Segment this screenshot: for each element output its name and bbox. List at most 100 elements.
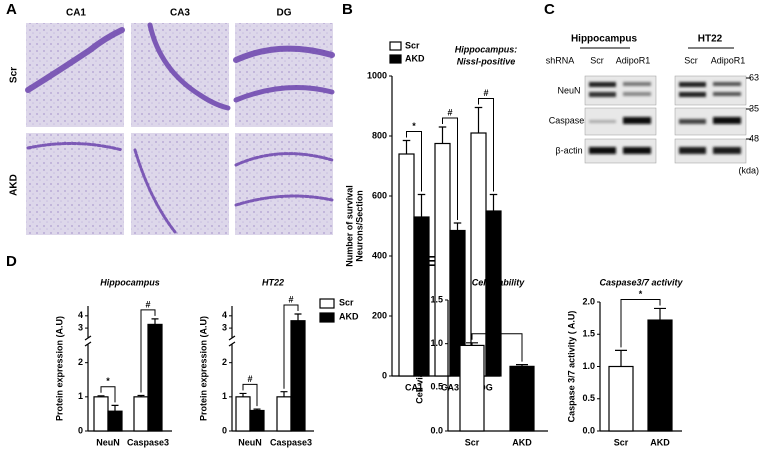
y-tick-label: 800: [372, 130, 387, 140]
bar: [133, 396, 149, 432]
significance-label: *: [106, 376, 110, 386]
x-tick-label: AKD: [650, 437, 670, 447]
bar: [509, 365, 535, 432]
legend-swatch: [319, 298, 335, 309]
significance-bracket: [478, 98, 494, 192]
legend-swatch: [389, 54, 402, 64]
bar: [290, 320, 306, 432]
row-label: AKD: [9, 174, 20, 196]
legend-label: Scr: [339, 297, 354, 307]
bar: [647, 319, 673, 432]
group-label: Hippocampus: [571, 34, 638, 45]
y-tick-label: 1000: [367, 70, 387, 80]
significance-label: #: [483, 88, 488, 98]
marker-unit: (kda): [738, 165, 759, 175]
bar: [459, 344, 485, 432]
panel-label: E: [426, 253, 436, 270]
x-tick-label: Caspase3: [270, 437, 312, 447]
panel-label: C: [544, 1, 555, 18]
significance-bracket: [242, 383, 258, 407]
protein-label: β-actin: [555, 145, 582, 155]
marker-label: 63: [749, 72, 759, 82]
chart-title: Caspase3/7 activity: [599, 277, 683, 287]
annotation: Nissl-positive: [457, 56, 516, 66]
chart-title: Hippocampus: [100, 277, 160, 287]
y-tick-label: 2: [222, 357, 227, 367]
y-tick-label: 3: [222, 322, 227, 332]
error-bar: [654, 307, 666, 321]
column-label: CA3: [170, 8, 190, 19]
x-tick-label: AKD: [512, 437, 532, 447]
significance-bracket: [140, 309, 156, 393]
significance-label: #: [447, 107, 452, 117]
bar: [107, 410, 123, 432]
y-tick-label: 1: [78, 391, 83, 401]
error-bar: [438, 126, 447, 144]
y-axis-label: Number of survival: [344, 185, 354, 267]
panel-label: A: [6, 1, 17, 18]
error-bar: [402, 139, 411, 154]
y-tick-label: 1.0: [582, 361, 595, 371]
y-axis-label: Protein expression (A.U): [198, 316, 208, 421]
bar: [608, 365, 634, 432]
bar: [398, 153, 415, 377]
error-bar: [294, 313, 302, 321]
significance-bracket: [620, 298, 661, 348]
marker-label: 48: [749, 133, 759, 143]
error-bar: [615, 349, 627, 367]
protein-label: NeuN: [557, 85, 580, 95]
y-axis: [84, 306, 92, 431]
significance-label: #: [247, 374, 252, 384]
micrographs: CA1 CA3 DG Scr AKD: [9, 8, 335, 235]
x-tick-label: NeuN: [238, 437, 262, 447]
bar: [413, 216, 430, 377]
legend-label: AKD: [339, 311, 359, 321]
annotation: Hippocampus:: [455, 44, 518, 54]
y-tick-label: 600: [372, 190, 387, 200]
x-tick-label: CA1: [405, 382, 423, 392]
y-tick-label: 4: [78, 310, 83, 320]
panel-label: D: [6, 253, 17, 270]
lane-label: Scr: [590, 55, 604, 65]
y-tick-label: 0.0: [430, 425, 443, 435]
y-tick-label: 0.5: [430, 382, 443, 392]
y-axis-label: Neurons/Section: [354, 190, 364, 262]
y-tick-label: 0.0: [582, 425, 595, 435]
lane-label: Scr: [684, 55, 698, 65]
y-tick-label: 1.5: [430, 294, 443, 304]
y-tick-label: 200: [372, 310, 387, 320]
bar: [485, 210, 502, 377]
significance-bracket: [283, 304, 299, 389]
error-bar: [111, 404, 119, 412]
legend-label: AKD: [405, 53, 425, 63]
significance-label: #: [288, 294, 293, 304]
error-bar: [489, 193, 498, 211]
protein-label: Caspase3: [549, 115, 590, 125]
legend-swatch: [319, 312, 335, 323]
y-tick-label: 4: [222, 310, 227, 320]
error-bar: [453, 222, 462, 231]
marker-ticks: [746, 77, 751, 140]
y-tick-label: 400: [372, 250, 387, 260]
legend-swatch: [389, 41, 402, 51]
y-tick-label: 1.0: [430, 338, 443, 348]
y-tick-label: 2: [78, 357, 83, 367]
significance-label: *: [495, 323, 499, 333]
shrna-label: shRNA: [546, 55, 575, 65]
y-tick-label: 0: [78, 425, 83, 435]
significance-bracket: [442, 117, 458, 220]
significance-label: *: [639, 289, 643, 299]
bar: [470, 132, 487, 377]
group-label: HT22: [698, 34, 723, 45]
error-bar: [474, 106, 483, 133]
bar: [449, 229, 466, 377]
cell-layers: [25, 22, 335, 234]
image-tiles: [26, 23, 333, 235]
bar: [276, 396, 292, 432]
bar: [93, 396, 109, 432]
blot-bands: [589, 82, 741, 154]
x-tick-label: Scr: [465, 437, 480, 447]
y-tick-label: 1.5: [582, 329, 595, 339]
significance-label: #: [145, 299, 150, 309]
